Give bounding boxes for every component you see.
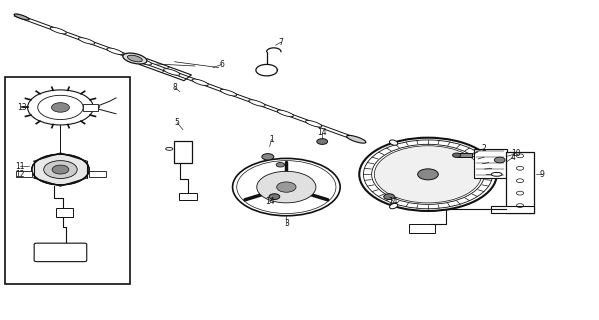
Circle shape [317,139,328,144]
Bar [83,104,98,111]
Circle shape [276,163,285,167]
Circle shape [269,194,280,199]
Bar [179,193,196,200]
Circle shape [32,154,89,185]
Ellipse shape [192,79,208,86]
Text: 14: 14 [389,197,398,206]
Ellipse shape [166,148,173,150]
FancyBboxPatch shape [34,243,87,262]
Text: 4: 4 [510,153,515,162]
Bar [5,77,131,284]
Circle shape [374,146,482,203]
Ellipse shape [389,204,398,209]
Bar [56,208,73,217]
Text: 6: 6 [219,60,224,69]
Text: 2: 2 [481,144,486,153]
Circle shape [52,103,69,112]
Text: 12: 12 [15,170,25,179]
Text: 14: 14 [317,128,327,137]
Bar [506,152,534,212]
Ellipse shape [164,69,180,75]
Bar [474,149,507,178]
Ellipse shape [249,100,265,106]
Text: 1: 1 [269,135,274,144]
Circle shape [277,182,296,192]
Ellipse shape [220,89,237,96]
Text: 11: 11 [15,162,25,171]
Text: 3: 3 [284,219,289,228]
Ellipse shape [305,120,322,127]
Circle shape [52,165,69,174]
Text: 7: 7 [279,38,283,47]
Bar [456,153,471,157]
Ellipse shape [135,58,152,65]
Circle shape [44,161,77,179]
Text: 8: 8 [173,84,177,92]
Text: 5: 5 [174,118,180,127]
Circle shape [384,194,395,199]
Ellipse shape [14,14,29,20]
Ellipse shape [128,55,143,62]
Ellipse shape [107,48,123,54]
Circle shape [257,171,316,203]
Bar [491,205,534,212]
Circle shape [452,153,461,157]
Ellipse shape [123,53,147,64]
Circle shape [494,157,505,163]
Ellipse shape [78,38,95,44]
Circle shape [418,169,438,180]
Text: 13: 13 [17,103,26,112]
Ellipse shape [491,172,502,176]
Ellipse shape [347,135,366,143]
Ellipse shape [389,140,398,145]
Bar [174,141,192,163]
Text: 9: 9 [539,170,544,179]
Ellipse shape [277,110,294,117]
Ellipse shape [50,27,66,34]
Text: 10: 10 [511,149,521,158]
Text: 14: 14 [265,197,274,206]
Circle shape [262,154,274,160]
Bar [409,224,435,233]
Bar [16,171,32,177]
Bar [89,171,106,177]
